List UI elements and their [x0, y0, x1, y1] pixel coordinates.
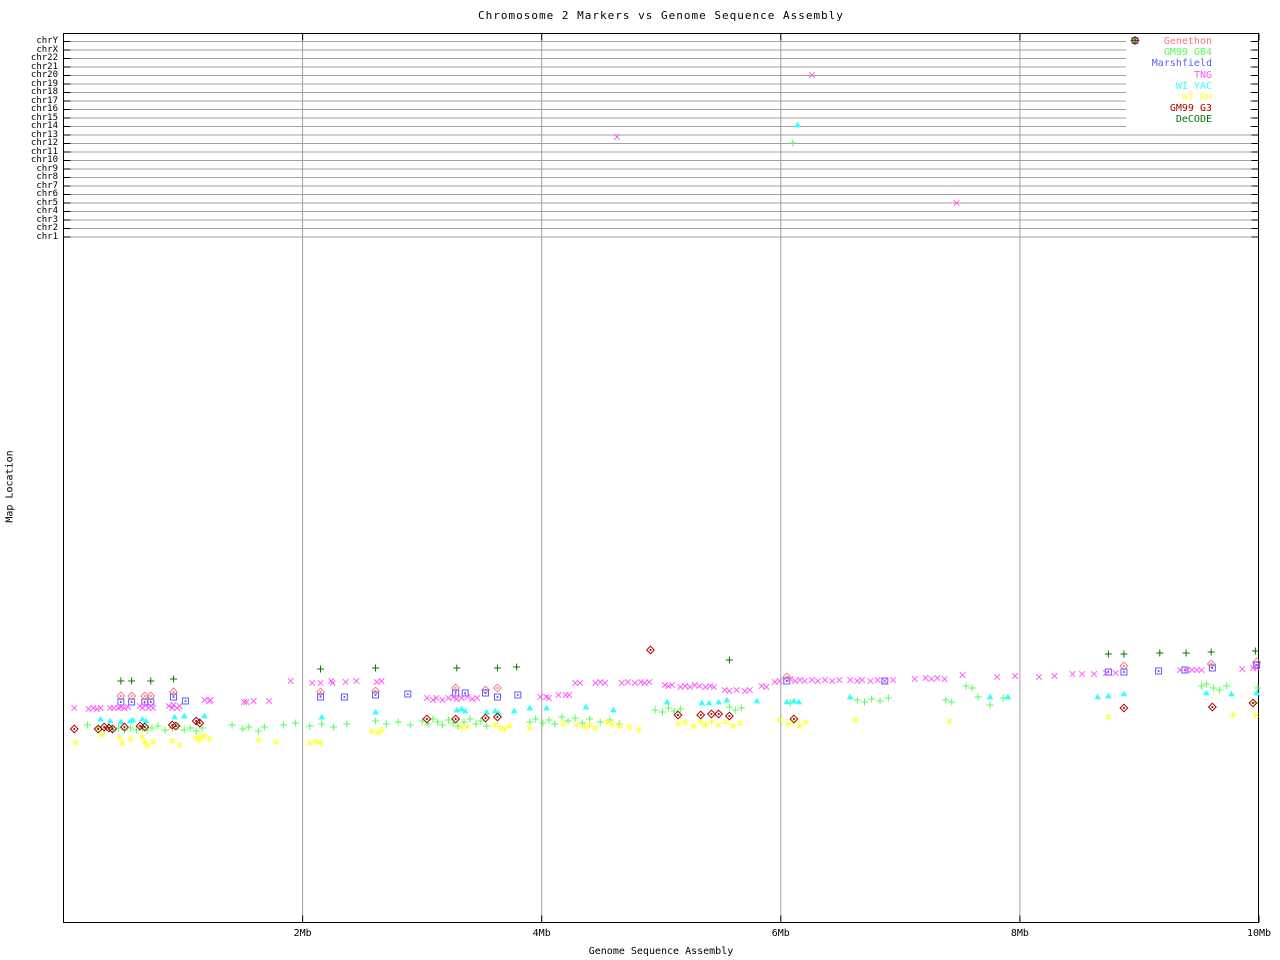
- legend-row: GM99 G3: [1126, 35, 1250, 115]
- series-marshfield: [117, 661, 1261, 706]
- legend-label: Genethon: [1163, 36, 1212, 48]
- y-tick-label: chr13: [30, 129, 58, 140]
- y-tick-label: chr8: [36, 172, 58, 182]
- series-decode: [117, 647, 1259, 685]
- axis-ticks: [63, 33, 1260, 923]
- legend-label: GM99 GB4: [1163, 47, 1212, 59]
- y-tick-label: chr10: [30, 155, 58, 165]
- chart-title: Chromosome 2 Markers vs Genome Sequence …: [478, 9, 844, 22]
- x-tick-label: 6Mb: [771, 928, 790, 939]
- y-tick-label: chr4: [36, 206, 58, 216]
- legend-row: WI RH: [1126, 37, 1250, 104]
- legend-row: TNG: [1126, 37, 1250, 81]
- y-tick-label: chr11: [30, 146, 58, 157]
- y-tick-label: chrY: [36, 36, 58, 46]
- y-tick-label: chr18: [30, 87, 58, 97]
- x-tick-label: 10Mb: [1246, 928, 1272, 939]
- y-tick-label: chr3: [36, 214, 58, 225]
- series-genethon: [116, 657, 1262, 701]
- legend: Genethon GM99 GB4 Marshfield TNG WI YAC WI RH…: [1126, 35, 1250, 127]
- y-tick-label: chr15: [30, 112, 58, 123]
- plot-frame: [63, 33, 1259, 923]
- y-tick-label: chr7: [36, 180, 58, 191]
- legend-label: GM99 G3: [1169, 103, 1212, 115]
- y-tick-label: chr1: [36, 231, 58, 242]
- legend-label: TNG: [1193, 69, 1212, 81]
- x-tick-label: 4Mb: [532, 928, 551, 939]
- y-tick-label: chr5: [36, 197, 58, 208]
- legend-label: WI YAC: [1175, 80, 1212, 92]
- y-tick-label: chr17: [30, 95, 58, 106]
- y-tick-label: chr19: [30, 78, 58, 89]
- legend-label: DeCODE: [1175, 114, 1212, 126]
- y-tick-label: chr12: [30, 138, 58, 148]
- y-tick-label: chr14: [30, 121, 58, 131]
- y-tick-label: chr2: [36, 223, 58, 233]
- y-tick-label: chr22: [30, 53, 58, 63]
- series-wi-rh: [72, 711, 1259, 750]
- series-wi-yac: [97, 121, 1261, 725]
- legend-row: WI YAC: [1126, 37, 1250, 92]
- legend-row: Genethon: [1126, 35, 1250, 48]
- series-tng: [71, 71, 1260, 713]
- legend-row: GM99 GB4: [1126, 37, 1250, 59]
- y-tick-label: chr20: [30, 70, 58, 80]
- y-tick-label: chr16: [30, 104, 58, 114]
- y-tick-label: chr9: [36, 163, 58, 174]
- x-tick-label: 2Mb: [293, 928, 312, 939]
- gridlines: [63, 33, 1259, 923]
- legend-row: Marshfield: [1126, 37, 1250, 70]
- y-axis-title: Map Location: [4, 450, 16, 523]
- y-tick-label: chr21: [30, 61, 58, 72]
- series-gm99-g3: [69, 645, 1258, 734]
- y-tick-label: chr6: [36, 189, 58, 199]
- legend-label: WI RH: [1181, 92, 1212, 104]
- legend-row: DeCODE: [1126, 37, 1250, 126]
- y-tick-label: chrX: [36, 44, 58, 55]
- x-axis-title: Genome Sequence Assembly: [588, 946, 734, 957]
- legend-label: Marshfield: [1151, 58, 1212, 70]
- x-tick-label: 8Mb: [1010, 928, 1029, 939]
